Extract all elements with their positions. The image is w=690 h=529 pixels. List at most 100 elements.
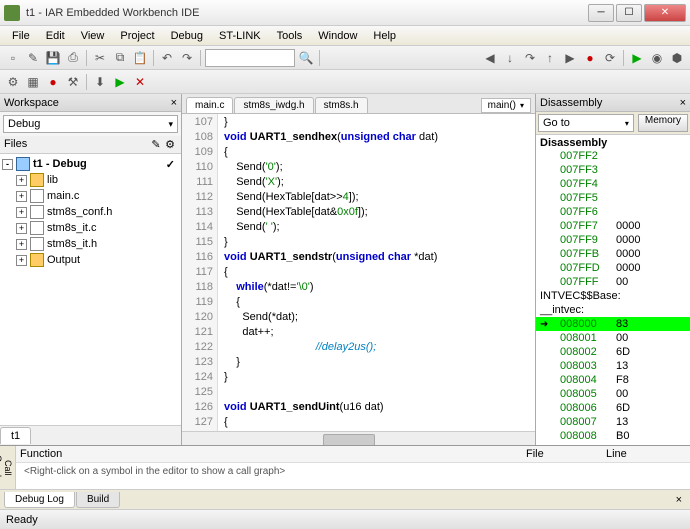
bottom-tab[interactable]: Build xyxy=(76,492,120,508)
cut-icon[interactable]: ✂ xyxy=(91,49,109,67)
goto-combo[interactable]: Go to xyxy=(538,114,634,132)
callgraph-panel: Call Graph Function File Line <Right-cli… xyxy=(0,445,690,489)
disasm-row[interactable]: 007FFB0000 xyxy=(536,247,690,261)
workspace-tab[interactable]: t1 xyxy=(0,427,31,444)
disasm-row[interactable]: 007FF5 xyxy=(536,191,690,205)
expand-icon[interactable]: + xyxy=(16,239,27,250)
debug-stop-icon[interactable]: ● xyxy=(581,49,599,67)
compile-icon[interactable]: ⚙ xyxy=(4,73,22,91)
tree-item[interactable]: +lib xyxy=(2,172,179,188)
function-combo[interactable]: main() xyxy=(481,98,531,113)
editor-hscroll[interactable] xyxy=(182,431,535,445)
expand-icon[interactable]: + xyxy=(16,223,27,234)
saveall-icon[interactable]: ⎙ xyxy=(64,49,82,67)
menu-view[interactable]: View xyxy=(73,28,113,44)
nav-back-icon[interactable]: ◀ xyxy=(481,49,499,67)
disasm-close-icon[interactable]: × xyxy=(680,97,686,109)
disasm-row[interactable]: 007FF4 xyxy=(536,177,690,191)
save-icon[interactable]: 💾 xyxy=(44,49,62,67)
menu-file[interactable]: File xyxy=(4,28,38,44)
new-icon[interactable]: ▫ xyxy=(4,49,22,67)
editor-tab[interactable]: stm8s_iwdg.h xyxy=(234,97,313,113)
disasm-row[interactable]: 00800100 xyxy=(536,331,690,345)
expand-icon[interactable]: + xyxy=(16,191,27,202)
disasm-row[interactable]: 007FF6 xyxy=(536,205,690,219)
disasm-row[interactable]: 008008B0 xyxy=(536,429,690,443)
toolbar-1: ▫ ✎ 💾 ⎙ ✂ ⧉ 📋 ↶ ↷ 🔍 ◀ ↓ ↷ ↑ ▶ ● ⟳ ▶ ◉ ⬢ xyxy=(0,46,690,70)
disasm-row[interactable]: 007FFF00 xyxy=(536,275,690,289)
redo-icon[interactable]: ↷ xyxy=(178,49,196,67)
close-button[interactable]: ✕ xyxy=(644,4,686,22)
disasm-row[interactable]: 008004F8 xyxy=(536,373,690,387)
disasm-row[interactable]: 00800083 xyxy=(536,317,690,331)
editor-tab[interactable]: main.c xyxy=(186,97,233,113)
maximize-button[interactable]: ☐ xyxy=(616,4,642,22)
config-combo[interactable]: Debug xyxy=(3,115,178,133)
tree-item[interactable]: +Output xyxy=(2,252,179,268)
copy-icon[interactable]: ⧉ xyxy=(111,49,129,67)
callgraph-side-tab[interactable]: Call Graph xyxy=(0,446,16,489)
workspace-close-icon[interactable]: × xyxy=(171,97,177,109)
disasm-label[interactable]: __intvec: xyxy=(536,303,690,317)
disasm-body[interactable]: Disassembly 007FF2007FF3007FF4007FF5007F… xyxy=(536,135,690,445)
tool3-icon[interactable]: ⬢ xyxy=(668,49,686,67)
disasm-row[interactable]: 00800500 xyxy=(536,387,690,401)
disasm-row[interactable]: 00800313 xyxy=(536,359,690,373)
menu-project[interactable]: Project xyxy=(112,28,162,44)
menu-tools[interactable]: Tools xyxy=(269,28,311,44)
expand-icon[interactable]: + xyxy=(16,255,27,266)
disasm-row[interactable]: 007FF90000 xyxy=(536,233,690,247)
disasm-row[interactable]: 007FF3 xyxy=(536,163,690,177)
debug-step-icon[interactable]: ↓ xyxy=(501,49,519,67)
expand-icon[interactable]: + xyxy=(16,207,27,218)
expand-icon[interactable]: + xyxy=(16,175,27,186)
disasm-label[interactable]: INTVEC$$Base: xyxy=(536,289,690,303)
tool-icon[interactable]: ▶ xyxy=(628,49,646,67)
editor-tab[interactable]: stm8s.h xyxy=(315,97,368,113)
toggle-bp-icon[interactable]: ● xyxy=(44,73,62,91)
expand-icon[interactable]: - xyxy=(2,159,13,170)
workspace-panel: Workspace × Debug Files ✎ ⚙ -t1 - Debug✓… xyxy=(0,94,182,445)
workspace-header: Workspace × xyxy=(0,94,181,112)
editor-body[interactable]: 1071081091101111121131141151161171181191… xyxy=(182,114,535,431)
tree-item[interactable]: +stm8s_it.c xyxy=(2,220,179,236)
download-icon[interactable]: ⬇ xyxy=(91,73,109,91)
disasm-row[interactable]: 00800713 xyxy=(536,415,690,429)
tree-item[interactable]: + stm8s_conf.h xyxy=(2,204,179,220)
find-icon[interactable]: 🔍 xyxy=(297,49,315,67)
disasm-row[interactable]: 007FF2 xyxy=(536,149,690,163)
tree-item[interactable]: +main.c xyxy=(2,188,179,204)
minimize-button[interactable]: ─ xyxy=(588,4,614,22)
disasm-row[interactable]: 007FFD0000 xyxy=(536,261,690,275)
tree-item[interactable]: +stm8s_it.h xyxy=(2,236,179,252)
menu-st-link[interactable]: ST-LINK xyxy=(211,28,269,44)
disasm-row[interactable]: 0080066D xyxy=(536,401,690,415)
bottom-close-icon[interactable]: × xyxy=(676,494,682,506)
bottom-tab[interactable]: Debug Log xyxy=(4,492,75,508)
debug-out-icon[interactable]: ↑ xyxy=(541,49,559,67)
debug-reset-icon[interactable]: ⟳ xyxy=(601,49,619,67)
disasm-row[interactable]: 007FF70000 xyxy=(536,219,690,233)
workspace-tree[interactable]: -t1 - Debug✓+lib+main.c+stm8s_conf.h+stm… xyxy=(0,154,181,425)
code-area[interactable]: } void UART1_sendhex(unsigned char dat) … xyxy=(218,114,535,431)
menu-debug[interactable]: Debug xyxy=(163,28,211,44)
tree-label: stm8s_conf.h xyxy=(47,206,112,218)
stop-debug-icon[interactable]: ✕ xyxy=(131,73,149,91)
search-input[interactable] xyxy=(205,49,295,67)
disasm-row[interactable]: 0080026D xyxy=(536,345,690,359)
menu-help[interactable]: Help xyxy=(365,28,404,44)
tool2-icon[interactable]: ◉ xyxy=(648,49,666,67)
make-icon[interactable]: ⚒ xyxy=(64,73,82,91)
debug-over-icon[interactable]: ↷ xyxy=(521,49,539,67)
tree-item[interactable]: -t1 - Debug✓ xyxy=(2,156,179,172)
col-icon1: ✎ xyxy=(149,138,163,151)
memory-button[interactable]: Memory xyxy=(638,114,688,132)
debug-run-icon[interactable]: ▶ xyxy=(561,49,579,67)
menu-edit[interactable]: Edit xyxy=(38,28,73,44)
debug-go-icon[interactable]: ▶ xyxy=(111,73,129,91)
open-icon[interactable]: ✎ xyxy=(24,49,42,67)
menu-window[interactable]: Window xyxy=(310,28,365,44)
paste-icon[interactable]: 📋 xyxy=(131,49,149,67)
undo-icon[interactable]: ↶ xyxy=(158,49,176,67)
build-icon[interactable]: ▦ xyxy=(24,73,42,91)
